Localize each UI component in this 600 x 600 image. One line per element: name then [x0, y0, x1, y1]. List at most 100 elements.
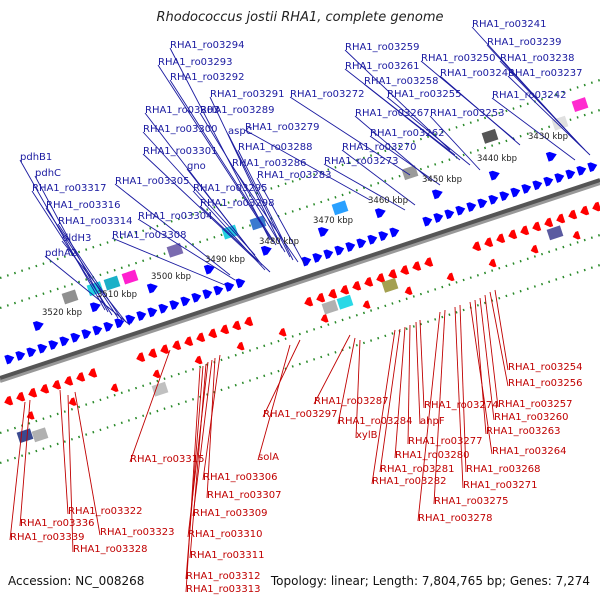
title: Rhodococcus jostii RHA1, complete genome	[156, 10, 444, 25]
kbp-label: 3480 kbp	[259, 237, 299, 247]
forward-gene-arrow	[521, 184, 532, 194]
gene-arrow-shape	[508, 229, 518, 240]
gene-arrow-shape	[103, 322, 114, 332]
gene-arrow-shape	[213, 285, 224, 296]
leader-line	[192, 190, 266, 271]
leader-line	[369, 135, 441, 186]
gene-arrow-shape	[304, 296, 314, 307]
track-guide-line	[0, 78, 600, 280]
leader-line	[169, 79, 277, 246]
gene-label: ahpF	[420, 416, 445, 427]
forward-gene-arrow	[32, 321, 44, 331]
gene-arrow-shape	[158, 303, 169, 314]
leader-line	[371, 329, 396, 485]
gene-label: RHA1_ro03260	[494, 412, 569, 423]
gene-label: RHA1_ro03258	[364, 76, 439, 87]
leader-line	[186, 168, 263, 266]
gene-arrow-shape	[136, 311, 147, 321]
gene-label: RHA1_ro03295	[193, 183, 268, 194]
leader-line	[142, 131, 256, 256]
gene-label: RHA1_ro03238	[500, 53, 575, 64]
reverse-gene-arrow	[88, 368, 98, 378]
track-guides	[0, 78, 600, 465]
gene-arrow-shape	[532, 180, 543, 191]
gene-arrow-shape	[196, 332, 206, 343]
gene-label: RHA1_ro03300	[143, 124, 218, 135]
gene-label: RHA1_ro03267	[355, 108, 430, 119]
gene-arrow-shape	[568, 209, 578, 220]
reverse-gene-arrow	[76, 372, 86, 382]
gene-arrow-shape	[532, 221, 542, 232]
gene-arrow-shape	[89, 302, 101, 313]
domain-box	[331, 200, 349, 216]
domain-box	[321, 299, 339, 315]
gene-label: RHA1_ro03298	[200, 198, 275, 209]
reverse-gene-arrow	[352, 280, 362, 291]
gene-label: RHA1_ro03305	[115, 176, 190, 187]
leader-line	[407, 324, 411, 445]
domain-box	[401, 165, 419, 181]
gene-arrow-shape	[356, 238, 367, 249]
reverse-gene-arrow	[232, 320, 242, 331]
reverse-gene-arrow	[196, 332, 206, 343]
gene-label: RHA1_ro03242	[492, 90, 567, 101]
leader-line	[454, 306, 464, 489]
gene-label: RHA1_ro03280	[395, 450, 470, 461]
gene-arrow-shape	[412, 261, 422, 271]
kbp-label: 3440 kbp	[477, 154, 517, 164]
gene-arrow-shape	[16, 391, 26, 402]
leader-line	[227, 133, 291, 258]
reverse-gene-arrow	[508, 229, 518, 240]
leader-line	[192, 359, 213, 517]
gene-label: RHA1_ro03293	[158, 57, 233, 68]
domain-box	[481, 128, 499, 144]
gene-arrow-shape	[565, 169, 576, 180]
leader-line	[507, 75, 591, 156]
forward-gene-arrow	[59, 336, 70, 347]
gene-arrow-shape	[76, 372, 86, 382]
forward-gene-arrow	[224, 282, 235, 292]
leader-line	[289, 96, 411, 176]
gene-arrow-shape	[488, 194, 499, 205]
gene-arrow-shape	[4, 354, 15, 365]
annotation-box	[249, 215, 267, 231]
gene-arrow-shape	[580, 205, 590, 216]
gene-arrow-shape	[110, 383, 119, 392]
annotation-box	[331, 200, 349, 216]
domain-box	[31, 427, 49, 443]
gene-label: RHA1_ro03323	[100, 527, 175, 538]
gene-arrow-shape	[15, 351, 26, 361]
reverse-gene-arrow	[568, 209, 578, 220]
reverse-gene-arrow	[4, 395, 14, 406]
forward-gene-arrow	[48, 340, 59, 350]
gene-arrow-shape	[68, 397, 77, 406]
forward-gene-arrow	[26, 347, 37, 358]
annotation-box	[31, 427, 49, 443]
gene-arrow-shape	[543, 176, 554, 187]
leader-line	[231, 165, 299, 263]
leader-line	[262, 339, 301, 418]
reverse-gene-arrow	[404, 286, 413, 295]
gene-arrow-shape	[378, 231, 389, 241]
gene-arrow-shape	[433, 213, 444, 223]
gene-arrow-shape	[184, 336, 194, 346]
forward-gene-arrow	[466, 202, 477, 212]
forward-gene-arrow	[169, 300, 180, 310]
forward-gene-arrow	[323, 249, 334, 260]
leader-line	[499, 60, 586, 151]
genome-axis	[0, 178, 600, 383]
forward-gene-arrow	[312, 253, 323, 263]
annotation-box	[151, 381, 169, 397]
leader-line	[491, 97, 576, 161]
reverse-gene-arrow	[16, 391, 26, 402]
forward-gene-arrow	[554, 173, 565, 183]
reverse-gene-arrow	[544, 217, 554, 228]
gene-label: RHA1_ro03248	[440, 68, 515, 79]
reverse-gene-arrow	[362, 300, 371, 309]
gene-label: RHA1_ro03317	[32, 183, 107, 194]
gene-label: RHA1_ro03311	[190, 550, 265, 561]
leader-line	[494, 289, 509, 371]
forward-gene-arrow	[15, 351, 26, 361]
reverse-gene-arrow	[412, 261, 422, 271]
gene-label: RHA1_ro03259	[345, 42, 420, 53]
